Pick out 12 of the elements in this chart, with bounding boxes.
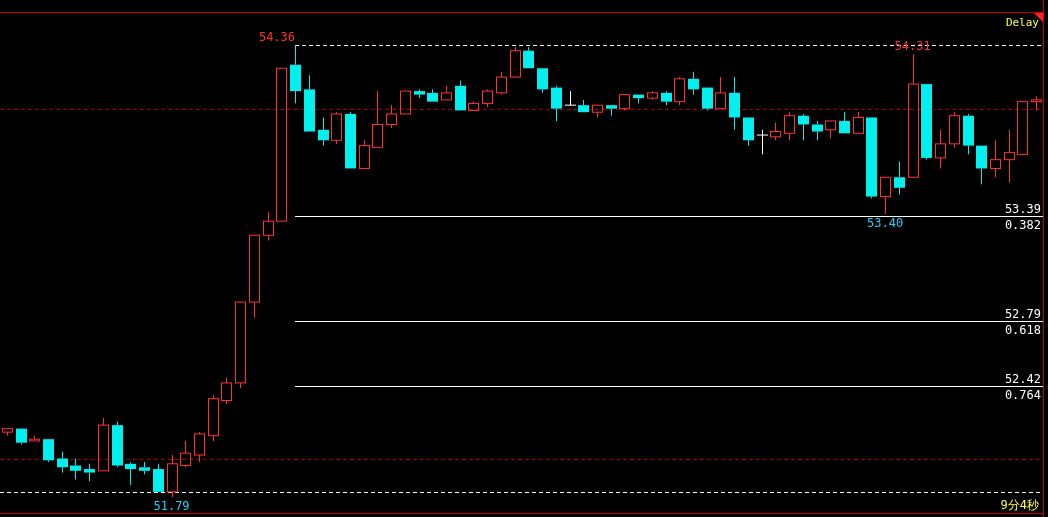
label: 51.79	[153, 499, 190, 514]
y-tick-label: 52.42	[1004, 371, 1041, 386]
label: 54.36	[258, 30, 296, 45]
label: 54.31	[894, 39, 931, 54]
y2-tick-label: 0.618	[1004, 322, 1041, 337]
y-tick-label: 52.79	[1004, 306, 1041, 321]
label: Delay	[1005, 16, 1039, 29]
label: 53.40	[867, 216, 904, 231]
label: 9分4秒	[1000, 498, 1039, 512]
y2-tick-label: 0.764	[1004, 387, 1041, 402]
y2-tick-label: 0.382	[1004, 217, 1041, 232]
y-tick-label: 53.39	[1004, 201, 1041, 216]
